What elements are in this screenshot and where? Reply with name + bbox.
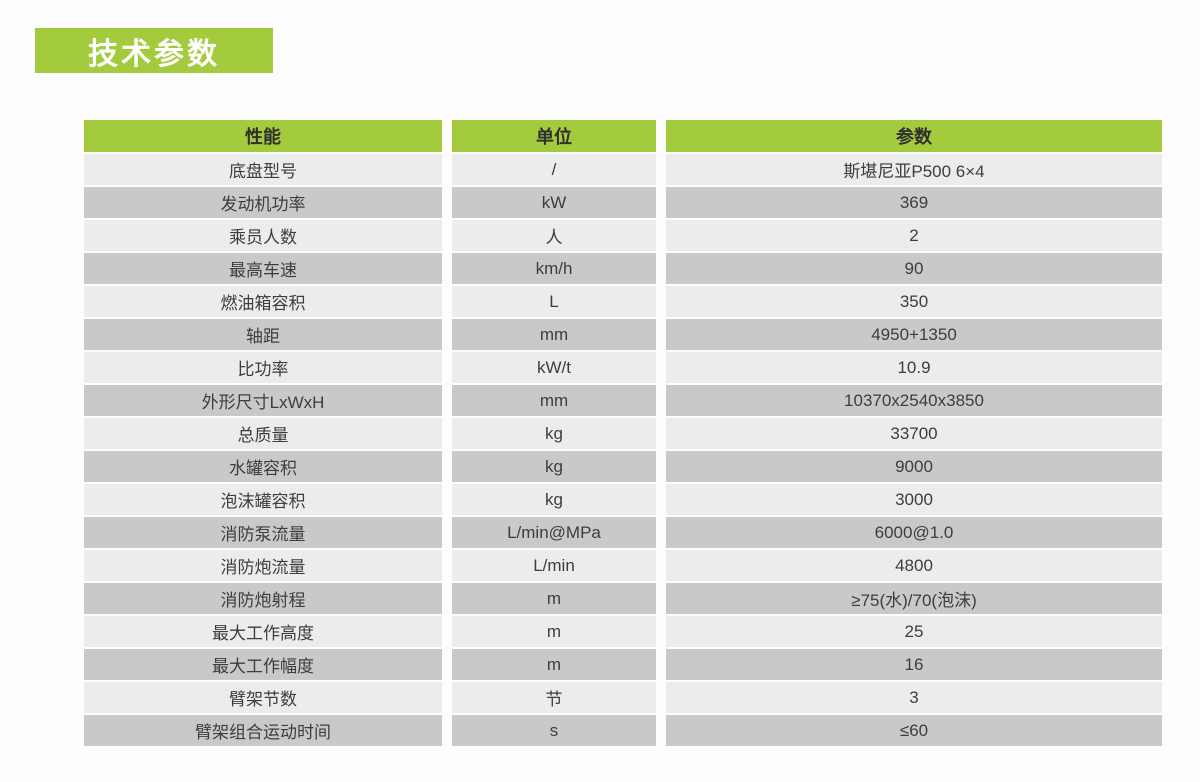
spec-cell-performance: 消防炮流量 bbox=[84, 550, 442, 581]
spec-cell-performance: 外形尺寸LxWxH bbox=[84, 385, 442, 416]
spec-table: 性能 单位 参数 底盘型号 / 斯堪尼亚P500 6×4 发动机功率 kW 369 乘员人数… bbox=[84, 120, 1162, 746]
spec-cell-unit: km/h bbox=[452, 253, 656, 284]
spec-cell-parameter: 25 bbox=[666, 616, 1162, 647]
spec-cell-parameter: 10370x2540x3850 bbox=[666, 385, 1162, 416]
spec-cell-parameter: 9000 bbox=[666, 451, 1162, 482]
spec-cell-performance: 比功率 bbox=[84, 352, 442, 383]
page-title: 技术参数 bbox=[35, 28, 273, 73]
spec-cell-parameter: 斯堪尼亚P500 6×4 bbox=[666, 154, 1162, 185]
spec-cell-parameter: 33700 bbox=[666, 418, 1162, 449]
column-header-unit: 单位 bbox=[452, 120, 656, 152]
spec-cell-performance: 泡沫罐容积 bbox=[84, 484, 442, 515]
spec-cell-performance: 轴距 bbox=[84, 319, 442, 350]
spec-cell-unit: mm bbox=[452, 319, 656, 350]
spec-cell-parameter: 4800 bbox=[666, 550, 1162, 581]
spec-cell-performance: 总质量 bbox=[84, 418, 442, 449]
spec-cell-parameter: 6000@1.0 bbox=[666, 517, 1162, 548]
spec-cell-unit: kW bbox=[452, 187, 656, 218]
spec-cell-parameter: 369 bbox=[666, 187, 1162, 218]
spec-cell-parameter: 3000 bbox=[666, 484, 1162, 515]
spec-cell-parameter: 10.9 bbox=[666, 352, 1162, 383]
spec-cell-performance: 最高车速 bbox=[84, 253, 442, 284]
spec-cell-unit: s bbox=[452, 715, 656, 746]
spec-cell-parameter: 16 bbox=[666, 649, 1162, 680]
spec-cell-unit: m bbox=[452, 583, 656, 614]
spec-cell-performance: 臂架组合运动时间 bbox=[84, 715, 442, 746]
spec-cell-unit: kW/t bbox=[452, 352, 656, 383]
spec-cell-unit: / bbox=[452, 154, 656, 185]
spec-cell-unit: L/min@MPa bbox=[452, 517, 656, 548]
spec-cell-performance: 最大工作幅度 bbox=[84, 649, 442, 680]
spec-cell-performance: 最大工作高度 bbox=[84, 616, 442, 647]
spec-cell-performance: 乘员人数 bbox=[84, 220, 442, 251]
spec-cell-unit: L bbox=[452, 286, 656, 317]
spec-cell-unit: 人 bbox=[452, 220, 656, 251]
spec-cell-performance: 燃油箱容积 bbox=[84, 286, 442, 317]
spec-cell-parameter: 350 bbox=[666, 286, 1162, 317]
spec-cell-parameter: 4950+1350 bbox=[666, 319, 1162, 350]
spec-cell-unit: kg bbox=[452, 418, 656, 449]
spec-cell-parameter: 90 bbox=[666, 253, 1162, 284]
spec-cell-unit: kg bbox=[452, 484, 656, 515]
column-header-parameter: 参数 bbox=[666, 120, 1162, 152]
spec-cell-performance: 消防炮射程 bbox=[84, 583, 442, 614]
spec-cell-performance: 底盘型号 bbox=[84, 154, 442, 185]
spec-cell-unit: L/min bbox=[452, 550, 656, 581]
spec-cell-unit: kg bbox=[452, 451, 656, 482]
spec-cell-performance: 臂架节数 bbox=[84, 682, 442, 713]
column-header-performance: 性能 bbox=[84, 120, 442, 152]
spec-cell-parameter: ≥75(水)/70(泡沫) bbox=[666, 583, 1162, 614]
spec-cell-performance: 发动机功率 bbox=[84, 187, 442, 218]
spec-cell-parameter: ≤60 bbox=[666, 715, 1162, 746]
spec-cell-unit: m bbox=[452, 616, 656, 647]
spec-cell-unit: 节 bbox=[452, 682, 656, 713]
spec-cell-unit: mm bbox=[452, 385, 656, 416]
spec-cell-performance: 消防泵流量 bbox=[84, 517, 442, 548]
spec-cell-parameter: 2 bbox=[666, 220, 1162, 251]
spec-cell-performance: 水罐容积 bbox=[84, 451, 442, 482]
spec-cell-unit: m bbox=[452, 649, 656, 680]
spec-cell-parameter: 3 bbox=[666, 682, 1162, 713]
